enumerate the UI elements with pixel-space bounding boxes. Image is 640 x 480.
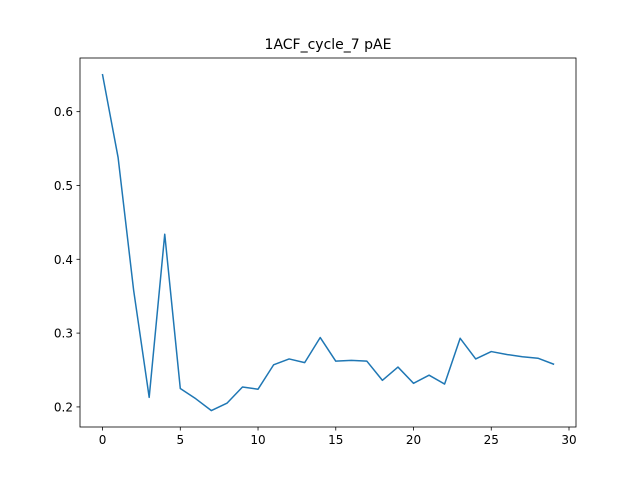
plot-area <box>80 58 576 427</box>
x-tick-label: 15 <box>328 433 343 447</box>
x-tick-label: 25 <box>484 433 499 447</box>
series-layer <box>101 73 555 412</box>
y-tick-label: 0.6 <box>54 105 73 119</box>
x-axis: 0 5 10 15 20 25 30 <box>99 427 577 447</box>
axes-frame <box>79 57 577 428</box>
chart-title: 1ACF_cycle_7 pAE <box>265 37 392 53</box>
x-tick-label: 10 <box>250 433 265 447</box>
x-tick-label: 20 <box>406 433 421 447</box>
x-tick-label: 0 <box>99 433 107 447</box>
y-tick-label: 0.2 <box>54 400 73 414</box>
y-tick-label: 0.3 <box>54 327 73 341</box>
x-tick-label: 5 <box>176 433 184 447</box>
x-tick-label: 30 <box>561 433 576 447</box>
series-line-0 <box>101 73 555 412</box>
y-axis: 0.2 0.3 0.4 0.5 0.6 <box>54 105 80 414</box>
y-tick-label: 0.4 <box>54 253 73 267</box>
y-tick-label: 0.5 <box>54 179 73 193</box>
